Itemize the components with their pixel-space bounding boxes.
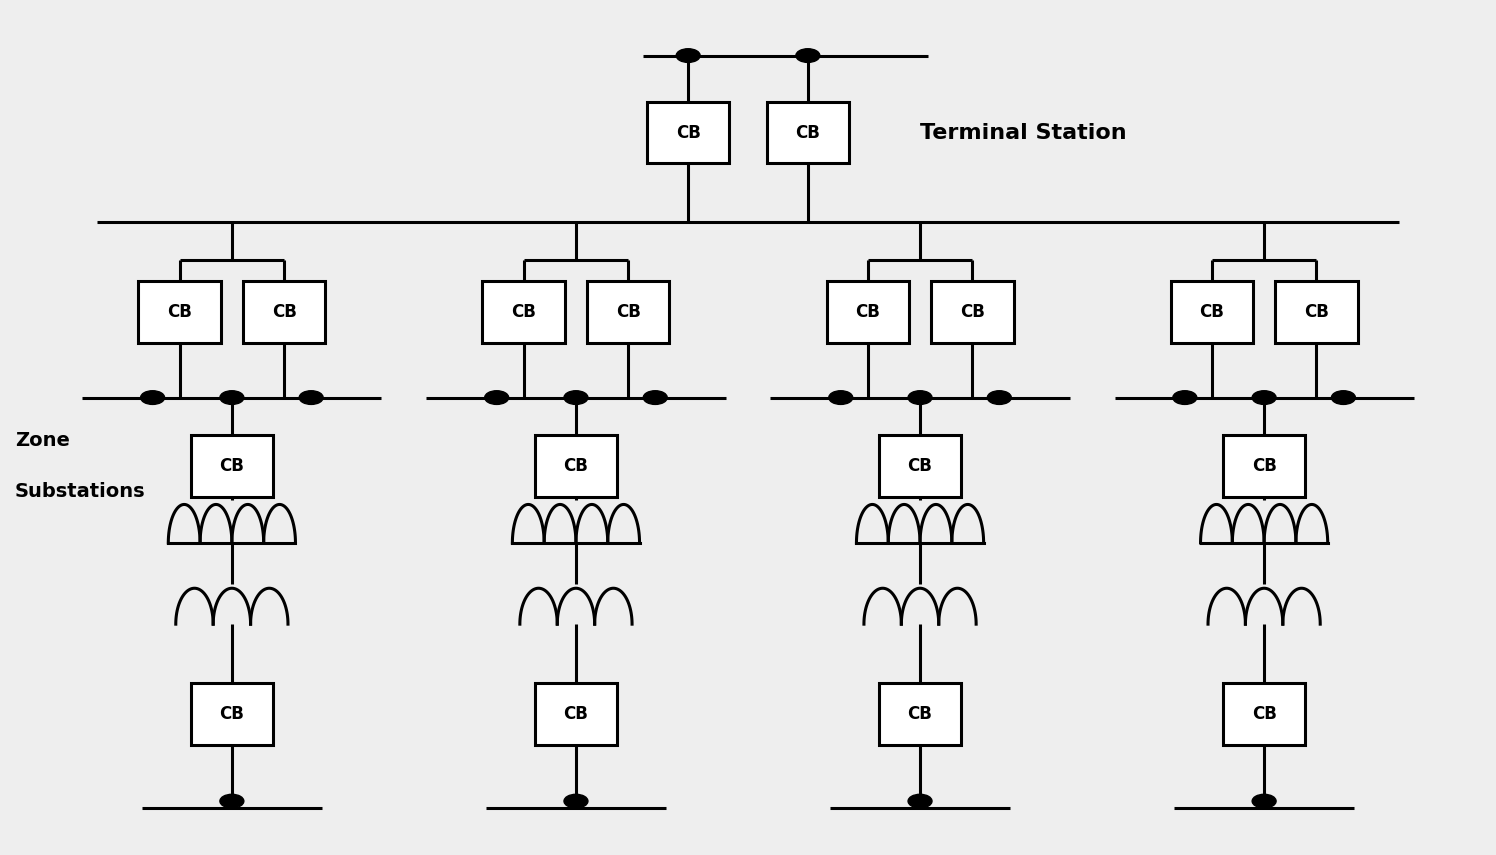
Text: CB: CB bbox=[676, 123, 700, 142]
FancyBboxPatch shape bbox=[646, 102, 729, 163]
FancyBboxPatch shape bbox=[242, 281, 325, 343]
Circle shape bbox=[1252, 794, 1276, 808]
Text: CB: CB bbox=[616, 303, 640, 321]
Text: CB: CB bbox=[908, 457, 932, 475]
Circle shape bbox=[220, 794, 244, 808]
Text: CB: CB bbox=[512, 303, 536, 321]
Text: CB: CB bbox=[1252, 457, 1276, 475]
FancyBboxPatch shape bbox=[931, 281, 1014, 343]
Circle shape bbox=[1173, 391, 1197, 404]
Circle shape bbox=[908, 391, 932, 404]
FancyBboxPatch shape bbox=[1224, 435, 1305, 497]
Text: CB: CB bbox=[220, 705, 244, 723]
FancyBboxPatch shape bbox=[878, 683, 960, 745]
Circle shape bbox=[299, 391, 323, 404]
FancyBboxPatch shape bbox=[534, 435, 616, 497]
FancyBboxPatch shape bbox=[878, 435, 960, 497]
Text: CB: CB bbox=[272, 303, 296, 321]
Text: CB: CB bbox=[856, 303, 880, 321]
Circle shape bbox=[1252, 391, 1276, 404]
Text: CB: CB bbox=[908, 705, 932, 723]
Circle shape bbox=[485, 391, 509, 404]
Text: CB: CB bbox=[1200, 303, 1224, 321]
Text: CB: CB bbox=[220, 457, 244, 475]
Circle shape bbox=[796, 49, 820, 62]
Text: Substations: Substations bbox=[15, 482, 145, 501]
Circle shape bbox=[676, 49, 700, 62]
Text: CB: CB bbox=[564, 705, 588, 723]
Text: Zone: Zone bbox=[15, 431, 70, 450]
FancyBboxPatch shape bbox=[191, 683, 272, 745]
Circle shape bbox=[829, 391, 853, 404]
Text: CB: CB bbox=[1305, 303, 1328, 321]
FancyBboxPatch shape bbox=[138, 281, 221, 343]
Circle shape bbox=[908, 794, 932, 808]
FancyBboxPatch shape bbox=[191, 435, 272, 497]
Text: CB: CB bbox=[796, 123, 820, 142]
FancyBboxPatch shape bbox=[1224, 683, 1305, 745]
FancyBboxPatch shape bbox=[766, 102, 850, 163]
Circle shape bbox=[564, 794, 588, 808]
Circle shape bbox=[1331, 391, 1355, 404]
FancyBboxPatch shape bbox=[826, 281, 910, 343]
Text: CB: CB bbox=[960, 303, 984, 321]
Circle shape bbox=[141, 391, 165, 404]
Text: CB: CB bbox=[168, 303, 191, 321]
Circle shape bbox=[987, 391, 1011, 404]
Circle shape bbox=[564, 391, 588, 404]
FancyBboxPatch shape bbox=[1275, 281, 1358, 343]
FancyBboxPatch shape bbox=[482, 281, 564, 343]
Circle shape bbox=[220, 391, 244, 404]
Text: Terminal Station: Terminal Station bbox=[920, 122, 1126, 143]
Text: CB: CB bbox=[564, 457, 588, 475]
FancyBboxPatch shape bbox=[534, 683, 616, 745]
FancyBboxPatch shape bbox=[1170, 281, 1254, 343]
Circle shape bbox=[643, 391, 667, 404]
FancyBboxPatch shape bbox=[586, 281, 670, 343]
Text: CB: CB bbox=[1252, 705, 1276, 723]
